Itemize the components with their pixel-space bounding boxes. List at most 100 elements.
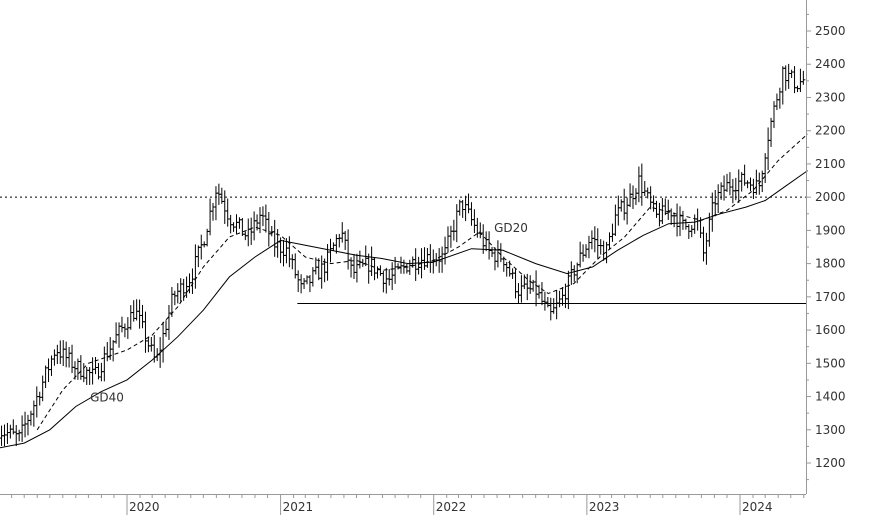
ohlc-bar	[143, 311, 148, 353]
ohlc-bar	[381, 270, 386, 293]
ohlc-bar	[166, 304, 171, 341]
ohlc-bar	[648, 186, 653, 210]
y-tick-label: 2200	[815, 124, 846, 138]
ohlc-bar	[542, 291, 547, 311]
ohlc-bar	[70, 344, 75, 374]
ohlc-bar	[581, 244, 586, 262]
ohlc-bar	[519, 275, 524, 303]
ohlc-bar	[61, 340, 66, 367]
ohlc-bar	[84, 366, 89, 385]
ohlc-bar	[225, 198, 230, 227]
y-tick-label: 2000	[815, 190, 846, 204]
ohlc-bar	[398, 256, 403, 274]
ohlc-bar	[666, 199, 671, 220]
ohlc-bar	[416, 256, 421, 275]
ohlc-bar	[595, 228, 600, 259]
ohlc-bar	[40, 375, 45, 402]
y-tick-label: 2400	[815, 57, 846, 71]
ohlc-bar	[146, 336, 151, 353]
ohlc-bar	[463, 195, 468, 222]
ohlc-bar	[736, 169, 741, 203]
ohlc-bar	[586, 235, 591, 259]
ohlc-bar	[237, 217, 242, 229]
reference-lines	[0, 196, 806, 304]
ohlc-bar	[67, 346, 72, 368]
ohlc-bar	[319, 255, 324, 289]
ohlc-bar	[366, 253, 371, 284]
y-tick-label: 1600	[815, 323, 846, 337]
ohlc-bar	[28, 410, 33, 426]
ohlc-bar	[134, 299, 139, 321]
ohlc-bar	[689, 225, 694, 238]
ohlc-bar	[14, 425, 19, 447]
ohlc-bar	[58, 340, 63, 364]
ohlc-bar	[713, 190, 718, 217]
ohlc-bar	[766, 127, 771, 170]
ohlc-bar	[20, 415, 25, 442]
x-tick-label: 2021	[283, 500, 314, 514]
ohlc-bar	[246, 218, 251, 247]
ohlc-bar	[789, 69, 794, 78]
ohlc-bar	[149, 337, 154, 352]
ohlc-bar	[105, 342, 110, 362]
ohlc-bar	[451, 219, 456, 241]
ohlc-bar	[425, 247, 430, 268]
ohlc-bar	[164, 320, 169, 337]
ohlc-bar	[55, 344, 60, 365]
ohlc-bar	[102, 346, 107, 382]
ohlc-bar	[748, 177, 753, 192]
ohlc-bar	[798, 68, 803, 93]
ohlc-bar	[228, 214, 233, 234]
price-bars	[0, 63, 806, 447]
ohlc-bar	[34, 386, 39, 418]
ohlc-bar	[407, 259, 412, 275]
ohlc-bar	[619, 199, 624, 212]
ohlc-bar	[783, 65, 788, 91]
ohlc-bar	[337, 233, 342, 248]
ohlc-bar	[252, 211, 257, 241]
ohlc-bar	[777, 87, 782, 109]
x-tick-label: 2020	[129, 500, 160, 514]
ohlc-bar	[331, 242, 336, 251]
ohlc-bar	[316, 258, 321, 281]
ohlc-bar	[290, 254, 295, 270]
ohlc-bar	[390, 262, 395, 290]
ohlc-bar	[745, 180, 750, 189]
ohlc-bar	[384, 267, 389, 294]
ohlc-bar	[801, 70, 806, 85]
ohlc-bar	[5, 422, 10, 444]
ohlc-bar	[49, 355, 54, 376]
ohlc-bar	[119, 316, 124, 333]
ohlc-bar	[654, 200, 659, 218]
ohlc-bar	[422, 247, 427, 270]
ohlc-bar	[639, 163, 644, 206]
y-tick-label: 2500	[815, 24, 846, 38]
ohlc-bar	[513, 269, 518, 299]
ohlc-bar	[111, 340, 116, 362]
ohlc-bar	[172, 290, 177, 306]
ohlc-bar	[178, 278, 183, 302]
ohlc-bar	[663, 198, 668, 216]
ohlc-bar	[560, 287, 565, 306]
ohlc-bar	[716, 184, 721, 214]
ohlc-bar	[413, 248, 418, 281]
ohlc-bar	[733, 177, 738, 201]
ohlc-bar	[372, 257, 377, 281]
ohlc-bar	[469, 202, 474, 226]
ohlc-bar	[774, 93, 779, 111]
ohlc-bar	[625, 197, 630, 225]
ohlc-bar	[478, 222, 483, 239]
ohlc-bar	[551, 298, 556, 314]
ohlc-bar	[554, 289, 559, 320]
y-tick-label: 1300	[815, 423, 846, 437]
ohlc-bar	[675, 203, 680, 237]
ohlc-bar	[137, 299, 142, 329]
y-tick-label: 1700	[815, 290, 846, 304]
ohlc-bar	[660, 198, 665, 224]
ohlc-bar	[445, 226, 450, 253]
annotation-gd40: GD40	[90, 391, 124, 405]
ohlc-bar	[208, 198, 213, 236]
ohlc-bar	[140, 304, 145, 329]
ohlc-bar	[90, 357, 95, 385]
ohlc-bar	[222, 190, 227, 224]
